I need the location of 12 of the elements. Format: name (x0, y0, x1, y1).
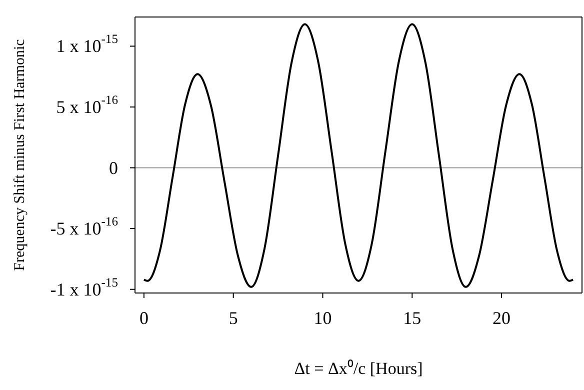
x-tick-label: 5 (228, 308, 238, 328)
x-axis-title: Δt = Δx⁰/c [Hours] (294, 358, 423, 378)
y-axis-title: Frequency Shift minus First Harmonic (12, 38, 28, 271)
x-tick-label: 15 (403, 308, 422, 328)
x-tick-label: 10 (314, 308, 332, 328)
y-tick-label: 1 x 10$^{-15}$ (56, 32, 118, 56)
x-tick-label: 0 (139, 308, 148, 328)
y-tick-label: 0 (109, 158, 118, 178)
y-tick-label: -1 x 10$^{-15}$ (50, 275, 118, 300)
x-tick-label: 20 (492, 308, 511, 328)
y-tick-label: -5 x 10$^{-16}$ (50, 214, 118, 239)
y-tick-label: 5 x 10$^{-16}$ (56, 92, 118, 117)
